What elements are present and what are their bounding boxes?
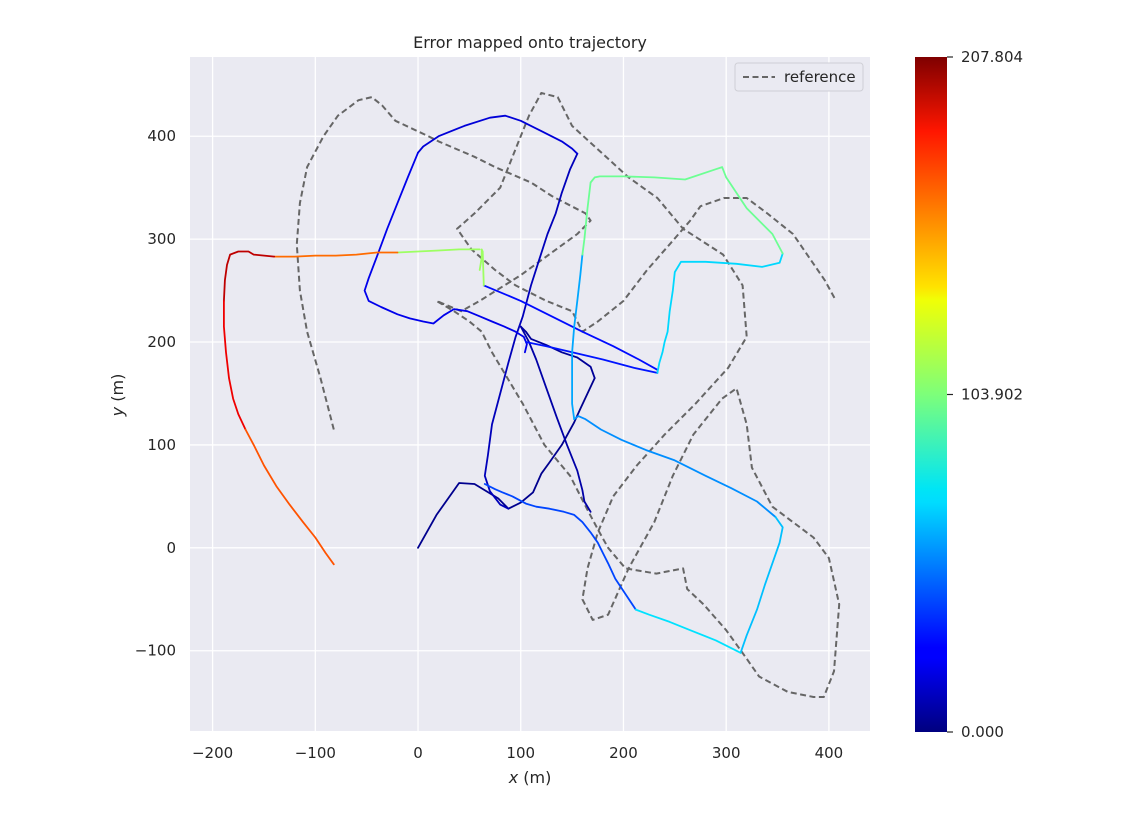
x-tick-label: 400	[815, 744, 844, 762]
y-axis-unit: (m)	[108, 374, 127, 407]
x-axis-label: x (m)	[508, 768, 552, 787]
traj-segment-14	[656, 252, 784, 374]
y-tick-label: 200	[147, 333, 176, 351]
traj-segment-19	[223, 250, 276, 302]
colorbar-gradient	[915, 57, 947, 732]
reference-layer	[295, 92, 841, 698]
colorbar: 0.000 103.902 207.804	[915, 48, 1023, 741]
traj-segment-15	[581, 166, 784, 256]
colorbar-ticks: 0.000 103.902 207.804	[947, 48, 1023, 741]
traj-segment-4	[483, 152, 579, 510]
plot-area	[190, 57, 870, 731]
colorbar-tick-label: 207.804	[961, 48, 1023, 66]
grid-lines	[190, 57, 870, 731]
x-tick-label: −200	[192, 744, 233, 762]
y-axis-variable: y	[108, 406, 127, 417]
x-tick-label: 300	[712, 744, 741, 762]
x-tick-label: −100	[295, 744, 336, 762]
legend-reference-label: reference	[784, 68, 856, 86]
traj-segment-16	[478, 248, 485, 287]
traj-segment-9	[483, 483, 637, 611]
x-axis-unit: (m)	[518, 768, 551, 787]
traj-segment-5	[417, 114, 579, 155]
y-tick-label: 0	[166, 539, 176, 557]
traj-segment-20	[223, 300, 247, 431]
y-axis-label: y (m)	[108, 374, 127, 418]
traj-segment-10	[573, 415, 777, 518]
traj-segment-8	[482, 284, 659, 371]
x-tick-label: 100	[506, 744, 535, 762]
colorbar-tick-label: 0.000	[961, 723, 1004, 741]
colorbar-tick-label: 103.902	[961, 386, 1023, 404]
traj-segment-21	[244, 428, 335, 566]
traj-segment-1	[417, 377, 596, 549]
traj-segment-6	[363, 151, 528, 354]
chart-title: Error mapped onto trajectory	[413, 33, 647, 52]
y-tick-label: 400	[147, 127, 176, 145]
y-tick-labels: −100 0 100 200 300 400	[135, 127, 176, 660]
x-tick-label: 200	[609, 744, 638, 762]
y-tick-label: 300	[147, 230, 176, 248]
reference-line	[295, 92, 841, 698]
legend: reference	[734, 62, 864, 92]
traj-segment-18	[273, 251, 399, 258]
legend-box	[734, 62, 864, 92]
traj-segment-12	[634, 608, 742, 654]
x-axis-variable: x	[508, 768, 519, 787]
trajectory-layer	[223, 114, 784, 654]
traj-segment-13	[571, 253, 584, 421]
y-tick-label: −100	[135, 642, 176, 660]
traj-segment-11	[739, 516, 784, 654]
x-tick-labels: −200 −100 0 100 200 300 400	[192, 744, 843, 762]
x-tick-label: 0	[413, 744, 423, 762]
y-tick-label: 100	[147, 436, 176, 454]
traj-segment-7	[525, 341, 659, 374]
traj-segment-3	[519, 325, 592, 513]
traj-segment-17	[396, 248, 481, 254]
